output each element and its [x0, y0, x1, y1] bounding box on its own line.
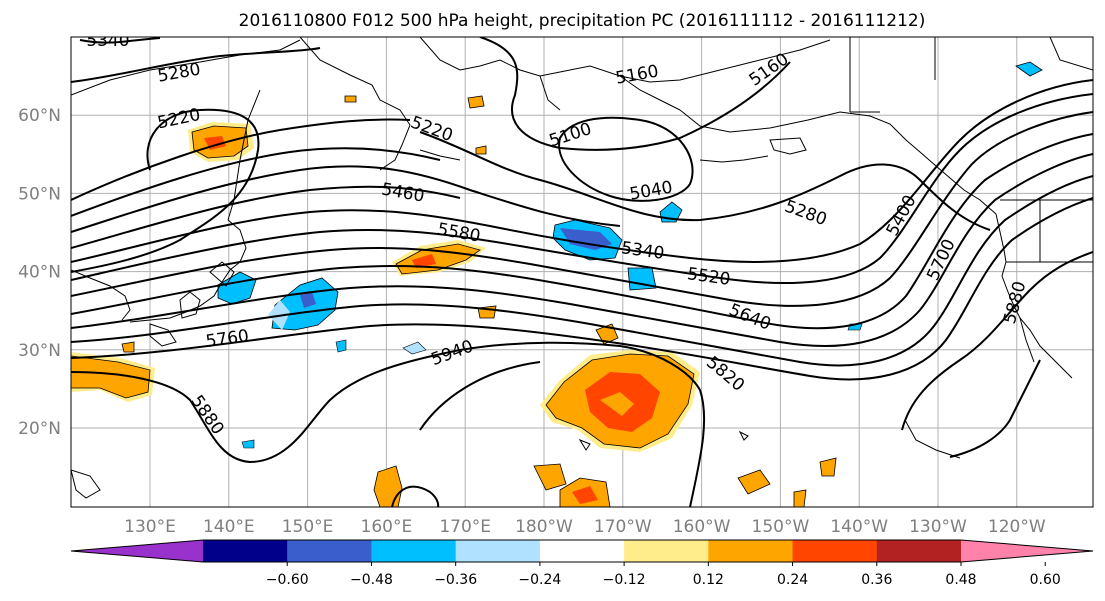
figure-title: 2016110800 F012 500 hPa height, precipit… [239, 11, 926, 31]
colorbar: −0.60 −0.48 −0.36 −0.24 −0.12 0.12 0.24 0.36 0.4… [70, 539, 1094, 588]
precip-positive-area [467, 95, 485, 109]
precip-positive-area [412, 254, 436, 268]
colorbar-tick-label: −0.60 [266, 572, 309, 588]
precip-negative-area [560, 228, 612, 250]
colorbar-tick-label: 0.60 [1030, 572, 1061, 588]
colorbar-tick-label: −0.48 [350, 572, 393, 588]
latitude-labels: 20°N 30°N 40°N 50°N 60°N [18, 106, 61, 439]
height-contours [71, 37, 1093, 507]
longitude-label: 140°E [203, 517, 255, 537]
latitude-label: 20°N [18, 419, 61, 439]
longitude-label: 130°W [909, 517, 967, 537]
gridlines [71, 37, 1093, 507]
longitude-label: 130°E [124, 517, 176, 537]
precip-positive-area [475, 145, 487, 155]
colorbar-extend-high [961, 540, 1093, 562]
precip-negative-area [402, 341, 427, 355]
precip-positive-area [600, 392, 634, 416]
latitude-label: 60°N [18, 106, 61, 126]
colorbar-cell [539, 540, 625, 562]
precip-negative-area [300, 292, 316, 308]
colorbar-tick-label: −0.36 [434, 572, 477, 588]
precip-negative-area [241, 439, 255, 449]
colorbar-cell [876, 540, 962, 562]
longitude-label: 140°W [830, 517, 888, 537]
colorbar-cell [792, 540, 878, 562]
longitude-label: 150°E [282, 517, 334, 537]
contour-label: 5340 [86, 31, 129, 51]
longitude-label: 160°E [361, 517, 413, 537]
colorbar-cells [71, 540, 1093, 562]
precip-negative-area [335, 339, 347, 353]
colorbar-cell [203, 540, 288, 562]
precip-positive-area [71, 355, 151, 399]
precip-negative-area [1015, 61, 1043, 77]
precip-positive-area [572, 486, 598, 504]
precip-shading [71, 61, 1043, 507]
colorbar-cell [287, 540, 372, 562]
colorbar-extend-low [71, 540, 203, 562]
plot-frame [70, 36, 1094, 508]
precip-positive-area [121, 341, 135, 353]
precip-positive-area [737, 469, 771, 495]
colorbar-cell [624, 540, 709, 562]
longitude-label: 120°W [988, 517, 1046, 537]
longitude-label: 150°W [752, 517, 810, 537]
colorbar-tick-label: 0.36 [861, 572, 892, 588]
precip-positive-area [533, 463, 567, 491]
colorbar-tick-label: 0.12 [693, 572, 724, 588]
colorbar-ticks: −0.60 −0.48 −0.36 −0.24 −0.12 0.12 0.24 0.36 0.4… [266, 562, 1061, 588]
colorbar-cell [371, 540, 457, 562]
precip-positive-area [344, 95, 357, 103]
longitude-label: 170°E [439, 517, 491, 537]
colorbar-cell [708, 540, 794, 562]
longitude-label: 180°W [515, 517, 573, 537]
precip-negative-area [659, 201, 683, 223]
precip-positive-area [793, 489, 807, 507]
longitude-label: 160°W [673, 517, 731, 537]
colorbar-outline [70, 539, 1094, 563]
coastlines [71, 37, 1093, 499]
colorbar-tick-label: −0.24 [518, 572, 561, 588]
longitude-labels: 130°E 140°E 150°E 160°E 170°E 180°W 170°W 160°W… [124, 517, 1046, 537]
precip-positive-area [819, 457, 837, 477]
colorbar-cell [455, 540, 541, 562]
latitude-label: 50°N [18, 184, 61, 204]
precip-positive-area [373, 465, 403, 507]
latitude-label: 30°N [18, 341, 61, 361]
latitude-label: 40°N [18, 263, 61, 283]
colorbar-tick-label: −0.12 [603, 572, 646, 588]
longitude-label: 170°W [594, 517, 652, 537]
colorbar-tick-label: 0.24 [777, 572, 808, 588]
colorbar-tick-label: 0.48 [945, 572, 976, 588]
